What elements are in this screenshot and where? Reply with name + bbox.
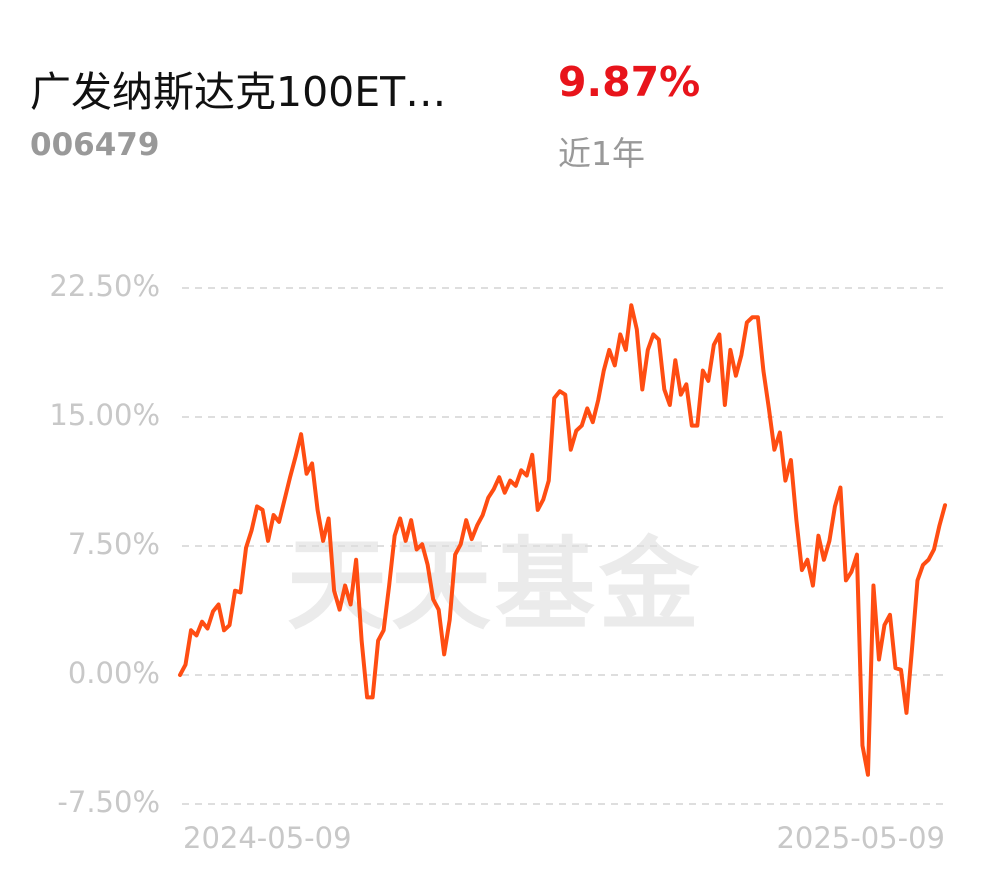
y-tick-label: -7.50% [57,785,160,819]
x-tick-label: 2024-05-09 [183,821,352,855]
fund-code: 006479 [30,127,160,163]
watermark: 天天基金 [287,526,703,643]
return-period: 近1年 [558,134,645,173]
x-tick-label: 2025-05-09 [776,821,945,855]
return-value: 9.87% [558,58,701,106]
y-tick-label: 0.00% [68,656,160,690]
y-tick-label: 7.50% [68,527,160,561]
nav-line [178,303,947,777]
y-tick-label: 22.50% [49,269,160,303]
fund-name: 广发纳斯达克100ET… [30,68,447,116]
y-tick-label: 15.00% [49,398,160,432]
